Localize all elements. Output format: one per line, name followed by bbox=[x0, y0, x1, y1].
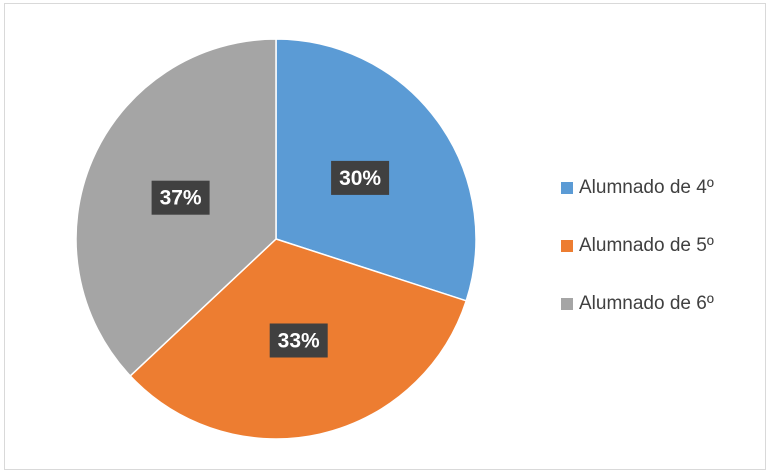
legend-swatch-6 bbox=[561, 298, 573, 310]
legend-swatch-5 bbox=[561, 240, 573, 252]
data-label-box bbox=[331, 160, 390, 195]
data-label-box bbox=[151, 180, 210, 215]
legend-item-4: Alumnado de 4º bbox=[561, 174, 714, 202]
legend-item-6: Alumnado de 6º bbox=[561, 290, 714, 318]
legend-label-4: Alumnado de 4º bbox=[579, 177, 714, 198]
data-label-text: 37% bbox=[160, 187, 202, 210]
data-label-6: 37% bbox=[151, 180, 210, 215]
legend-label-6: Alumnado de 6º bbox=[579, 293, 714, 314]
data-label-4: 30% bbox=[331, 160, 390, 195]
data-label-text: 33% bbox=[278, 330, 320, 353]
legend: Alumnado de 4º Alumnado de 5º Alumnado d… bbox=[561, 174, 714, 318]
data-label-text: 30% bbox=[339, 167, 381, 190]
legend-label-5: Alumnado de 5º bbox=[579, 235, 714, 256]
data-label-box bbox=[269, 323, 328, 358]
legend-item-5: Alumnado de 5º bbox=[561, 232, 714, 260]
legend-swatch-4 bbox=[561, 182, 573, 194]
data-label-5: 33% bbox=[269, 323, 328, 358]
